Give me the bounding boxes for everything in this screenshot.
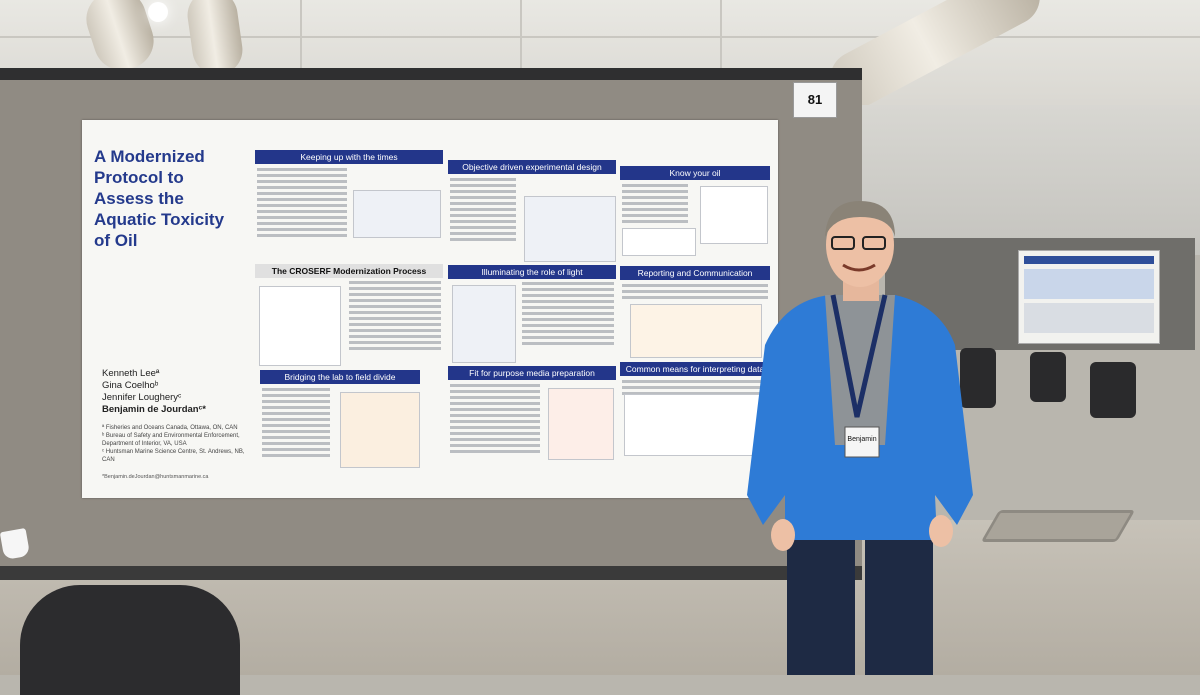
section-heading: Illuminating the role of light: [448, 265, 616, 279]
poster-affiliations: ª Fisheries and Oceans Canada, Ottawa, O…: [102, 424, 252, 464]
reporting-figure: [630, 304, 762, 358]
flow-diagram: [340, 392, 420, 468]
chair: [1030, 352, 1066, 402]
oil-chart: [700, 186, 768, 244]
equation-table: [624, 394, 766, 456]
section-heading: Objective driven experimental design: [448, 160, 616, 174]
ceiling-grid-line: [0, 36, 1200, 38]
ceiling-grid-line: [520, 0, 522, 110]
section-heading: The CROSERF Modernization Process: [255, 264, 443, 278]
chair-back: [20, 585, 240, 695]
section-heading: Fit for purpose media preparation: [448, 366, 616, 380]
section-heading: Reporting and Communication: [620, 266, 770, 280]
research-poster: A Modernized Protocol to Assess the Aqua…: [82, 120, 778, 498]
light-figure: [452, 285, 516, 363]
author-name: Benjamin de Jourdanᶜ*: [102, 404, 206, 415]
section-keeping-up: Keeping up with the times: [255, 150, 443, 238]
section-role-light: Illuminating the role of light: [448, 265, 616, 363]
media-chart: [548, 388, 614, 460]
ceiling-light: [148, 2, 168, 22]
section-body: [448, 178, 518, 241]
test-photos: [524, 196, 616, 262]
section-body: [347, 281, 443, 350]
presenter: Benjamin: [747, 201, 973, 675]
glasses: [831, 236, 855, 250]
author-name: Jennifer Lougheryᶜ: [102, 392, 182, 403]
section-body: [520, 282, 616, 345]
floor-hatch: [980, 510, 1136, 542]
ceiling-duct: [184, 0, 246, 79]
timeline-figure: [353, 190, 441, 238]
author-name: Kenneth Leeª: [102, 368, 160, 379]
section-body: [620, 380, 770, 395]
booth-number-sign: 81: [793, 82, 837, 118]
name-badge: [844, 426, 880, 458]
lanyard: [830, 294, 888, 418]
section-body: [448, 384, 542, 453]
back-wall: [860, 105, 1200, 255]
neighbor-poster-header: [1024, 256, 1154, 264]
hair: [825, 201, 895, 237]
section-heading: Bridging the lab to field divide: [260, 370, 420, 384]
contact-email: *Benjamin.deJourdan@huntsmanmarine.ca: [102, 474, 209, 480]
affiliation: ᶜ Huntsman Marine Science Centre, St. An…: [102, 449, 245, 463]
neighbor-poster-figure: [1024, 303, 1154, 333]
name-badge-text: Benjamin: [847, 436, 876, 443]
section-heading: Common means for interpreting data: [620, 362, 770, 376]
affiliation: ᵇ Bureau of Safety and Environmental Enf…: [102, 433, 240, 447]
neighbor-poster: [1018, 250, 1160, 344]
oil-table: [622, 228, 696, 256]
section-heading: Keeping up with the times: [255, 150, 443, 164]
section-know-oil: Know your oil: [620, 166, 770, 256]
poster-authors: Kenneth Leeª Gina Coelhoᵇ Jennifer Lough…: [102, 368, 252, 416]
chair: [960, 348, 996, 408]
affiliation: ª Fisheries and Oceans Canada, Ottawa, O…: [102, 425, 238, 431]
partner-logos: [259, 286, 341, 366]
poster-title: A Modernized Protocol to Assess the Aqua…: [94, 147, 225, 250]
section-reporting: Reporting and Communication: [620, 266, 770, 358]
section-croserf: The CROSERF Modernization Process: [255, 264, 443, 366]
chair: [1090, 362, 1136, 418]
section-fit-media: Fit for purpose media preparation: [448, 366, 616, 460]
section-body: [260, 388, 332, 457]
trouser-left: [787, 535, 855, 675]
section-body: [255, 168, 443, 237]
author-name: Gina Coelhoᵇ: [102, 380, 159, 391]
section-common-means: Common means for interpreting data: [620, 362, 770, 456]
section-heading: Know your oil: [620, 166, 770, 180]
hand-left: [771, 519, 795, 551]
ceiling-grid-line: [300, 0, 302, 110]
section-body: [620, 284, 770, 299]
neighbor-poster-figure: [1024, 269, 1154, 299]
glasses: [862, 236, 886, 250]
section-bridging: Bridging the lab to field divide: [260, 370, 420, 468]
section-objective: Objective driven experimental design: [448, 160, 616, 262]
section-body: [620, 184, 690, 223]
trouser-right: [865, 535, 933, 675]
smile: [842, 263, 876, 272]
ceiling-grid-line: [720, 0, 722, 110]
hand-right: [929, 515, 953, 547]
